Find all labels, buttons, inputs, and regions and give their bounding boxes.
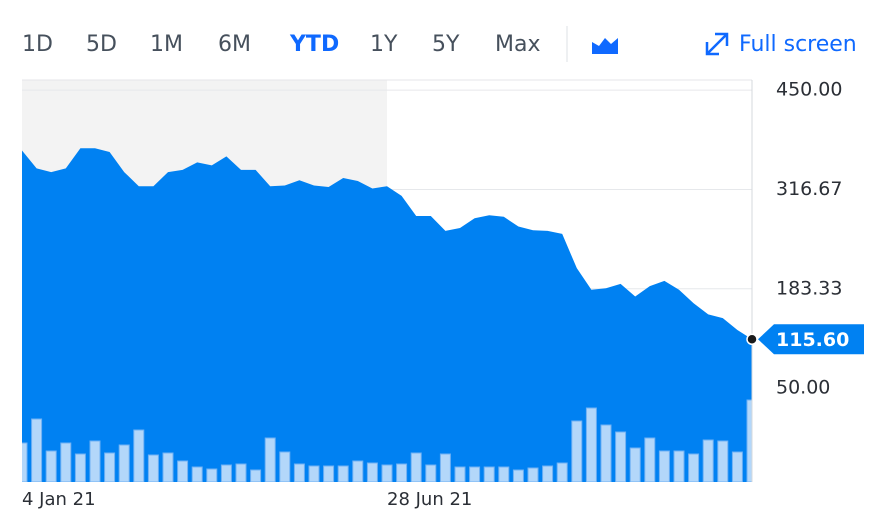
volume-bar xyxy=(644,437,656,482)
volume-bar xyxy=(381,464,393,482)
volume-bar xyxy=(512,469,524,482)
range-button[interactable]: 1Y xyxy=(370,32,398,57)
y-tick-label: 50.00 xyxy=(776,377,830,399)
volume-bar xyxy=(308,465,320,482)
range-button[interactable]: 5Y xyxy=(432,32,460,57)
volume-bar xyxy=(337,465,349,482)
volume-bar xyxy=(410,452,422,482)
volume-bar xyxy=(688,453,700,482)
volume-bar xyxy=(250,469,262,482)
volume-bar xyxy=(352,460,364,482)
volume-bar xyxy=(104,452,116,482)
volume-bar xyxy=(629,447,641,482)
volume-bar xyxy=(527,467,539,482)
range-button[interactable]: 6M xyxy=(218,32,251,57)
y-tick-label: 450.00 xyxy=(776,79,842,101)
fullscreen-icon xyxy=(705,32,729,56)
volume-bar xyxy=(469,466,481,482)
volume-bar xyxy=(702,439,714,482)
volume-bar xyxy=(746,399,752,482)
range-button[interactable]: 1D xyxy=(22,32,53,57)
volume-bar xyxy=(89,440,101,482)
volume-bar xyxy=(162,452,174,482)
fullscreen-button[interactable]: Full screen xyxy=(705,32,857,57)
volume-bar xyxy=(425,464,437,482)
volume-bar xyxy=(658,450,670,482)
volume-bar xyxy=(220,464,232,482)
volume-bar xyxy=(191,466,203,482)
volume-bar xyxy=(133,429,145,482)
volume-bar xyxy=(177,460,189,482)
volume-bar xyxy=(600,424,612,482)
volume-bar xyxy=(31,418,43,482)
volume-bar xyxy=(22,442,28,482)
volume-bar xyxy=(483,466,495,482)
volume-bar xyxy=(454,466,466,482)
range-button[interactable]: 1M xyxy=(150,32,183,57)
price-callout-label: 115.60 xyxy=(776,329,849,351)
plot xyxy=(22,148,752,482)
fullscreen-label[interactable]: Full screen xyxy=(739,32,857,57)
range-button[interactable]: Max xyxy=(495,32,540,57)
price-area xyxy=(22,148,752,482)
range-button[interactable]: 5D xyxy=(86,32,117,57)
volume-bar xyxy=(731,451,743,482)
volume-bar xyxy=(498,466,510,482)
volume-bar xyxy=(45,450,57,482)
volume-bar xyxy=(118,444,130,482)
volume-bar xyxy=(264,437,276,482)
volume-bar xyxy=(366,462,378,482)
volume-bar xyxy=(571,420,583,482)
volume-bar xyxy=(235,463,247,482)
volume-bar xyxy=(60,442,72,482)
volume-bar xyxy=(279,451,291,482)
volume-bar xyxy=(206,468,218,482)
y-tick-label: 316.67 xyxy=(776,178,842,200)
x-tick-label: 4 Jan 21 xyxy=(22,489,96,510)
volume-bar xyxy=(396,463,408,482)
range-button[interactable]: YTD xyxy=(289,32,339,57)
volume-bar xyxy=(673,450,685,482)
volume-bar xyxy=(323,465,335,482)
volume-bar xyxy=(585,407,597,482)
chart-type-icon[interactable] xyxy=(592,38,618,54)
volume-bar xyxy=(542,465,554,482)
volume-bar xyxy=(293,463,305,482)
x-tick-label: 28 Jun 21 xyxy=(387,489,472,510)
volume-bar xyxy=(74,453,86,482)
volume-bar xyxy=(615,431,627,482)
y-tick-label: 183.33 xyxy=(776,277,842,299)
price-callout xyxy=(758,324,864,355)
last-point xyxy=(746,333,758,346)
volume-bar xyxy=(147,454,159,482)
volume-bar xyxy=(439,453,451,482)
volume-bar xyxy=(556,462,568,482)
volume-bar xyxy=(717,440,729,482)
